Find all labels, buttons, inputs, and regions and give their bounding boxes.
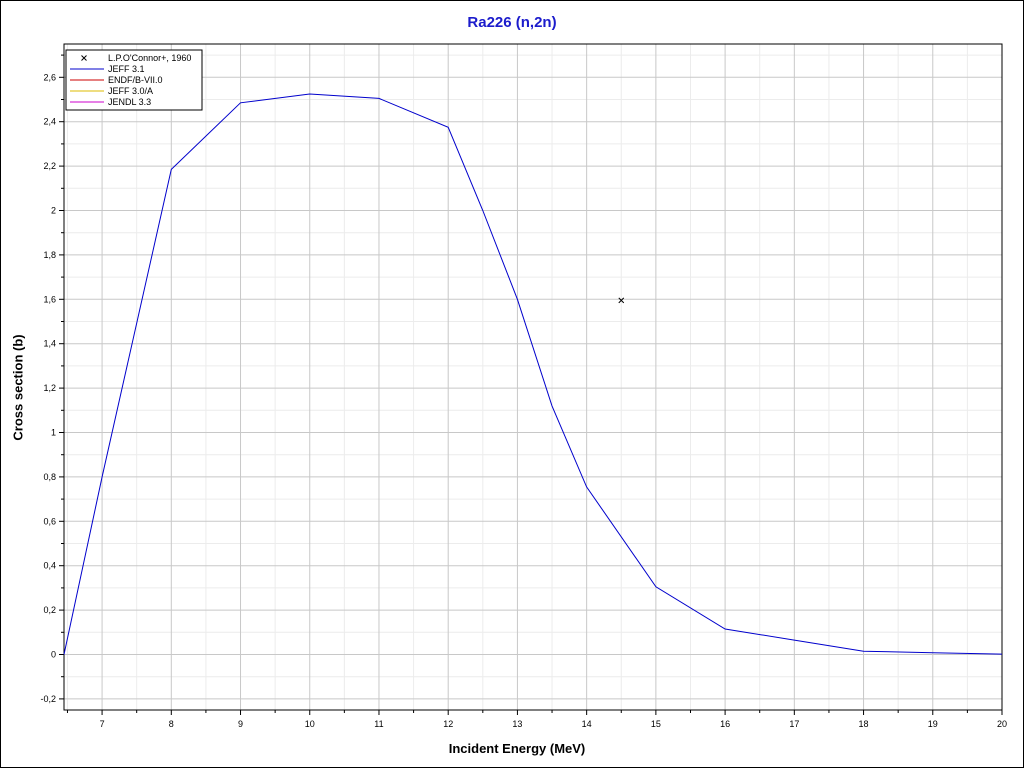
x-tick-label: 7 — [100, 719, 105, 729]
x-tick-label: 8 — [169, 719, 174, 729]
x-axis-label: Incident Energy (MeV) — [448, 741, 586, 756]
x-tick-label: 18 — [859, 719, 869, 729]
y-tick-label: 1 — [51, 428, 56, 438]
x-tick-label: 11 — [374, 719, 383, 729]
series-line — [63, 93, 1003, 655]
x-tick-label: 10 — [305, 719, 315, 729]
legend-label: L.P.O'Connor+, 1960 — [108, 53, 191, 63]
y-tick-label: 0,8 — [43, 472, 56, 482]
x-tick-label: 14 — [582, 719, 592, 729]
chart-title: Ra226 (n,2n) — [467, 14, 557, 31]
x-tick-label: 17 — [789, 719, 799, 729]
legend-label: JENDL 3.3 — [108, 97, 151, 107]
y-tick-label: 1,6 — [43, 294, 56, 304]
plot-border — [63, 43, 1003, 711]
legend-label: JEFF 3.0/A — [108, 86, 153, 96]
y-tick-label: 0,2 — [43, 605, 56, 615]
y-tick-label: 1,2 — [43, 383, 56, 393]
legend-label: ENDF/B-VII.0 — [108, 75, 163, 85]
y-tick-label: 2,6 — [43, 72, 56, 82]
plot-area — [64, 44, 1002, 710]
x-tick-label: 12 — [443, 719, 453, 729]
y-tick-label: 1,4 — [43, 339, 56, 349]
y-tick-label: 0 — [51, 650, 56, 660]
y-tick-label: -0,2 — [40, 694, 56, 704]
x-tick-label: 19 — [928, 719, 938, 729]
data-point-marker — [618, 297, 625, 304]
y-tick-label: 2,2 — [43, 161, 56, 171]
y-tick-label: 2 — [51, 206, 56, 216]
x-tick-label: 20 — [997, 719, 1007, 729]
y-tick-label: 0,4 — [43, 561, 56, 571]
y-tick-label: 2,4 — [43, 117, 56, 127]
legend-marker — [81, 55, 87, 61]
y-tick-label: 0,6 — [43, 516, 56, 526]
x-tick-label: 15 — [651, 719, 661, 729]
x-tick-label: 13 — [512, 719, 522, 729]
x-tick-label: 9 — [238, 719, 243, 729]
legend-label: JEFF 3.1 — [108, 64, 145, 74]
y-tick-label: 1,8 — [43, 250, 56, 260]
x-tick-label: 16 — [720, 719, 730, 729]
